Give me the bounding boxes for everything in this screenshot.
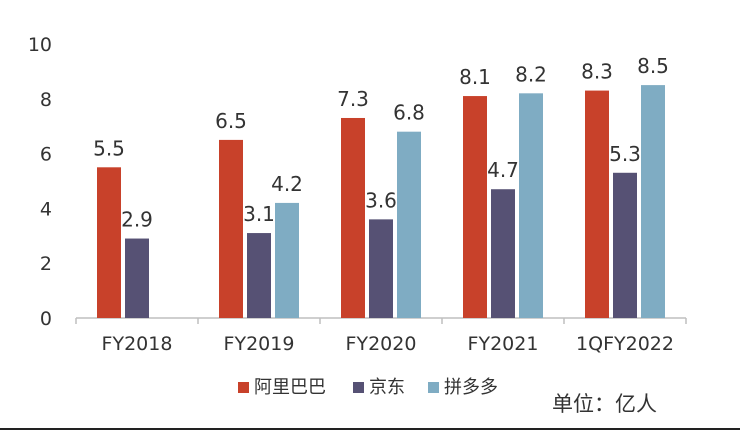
data-labels-group: 5.5 6.5 7.3 8.1 8.3 2.9 3.1 3.6 4.7 5.3 4.2 6.8 8.2 8… [93, 54, 669, 231]
data-label: 5.3 [609, 142, 641, 166]
bar [397, 131, 421, 318]
bars-group [97, 85, 665, 318]
bar [491, 189, 515, 318]
bar [463, 96, 487, 318]
bar [369, 219, 393, 318]
category-label: FY2020 [346, 333, 417, 355]
bar [519, 93, 543, 318]
x-axis-ticks [75, 318, 687, 324]
legend-swatch [428, 382, 439, 393]
bar [219, 139, 243, 318]
y-tick-label: 2 [40, 253, 52, 275]
category-label: FY2021 [468, 333, 539, 355]
data-label: 8.3 [581, 60, 613, 84]
bar [585, 90, 609, 318]
bar [125, 238, 149, 318]
bar [641, 85, 665, 318]
unit-note: 单位：亿人 [552, 392, 657, 416]
data-label: 3.1 [243, 202, 275, 226]
data-label: 5.5 [93, 136, 125, 160]
data-label: 8.2 [515, 62, 547, 86]
data-label: 4.7 [487, 158, 519, 182]
bar [247, 233, 271, 318]
category-label: 1QFY2022 [576, 333, 674, 355]
data-label: 3.6 [365, 188, 397, 212]
category-labels-group: FY2018 FY2019 FY2020 FY2021 1QFY2022 [102, 333, 674, 355]
data-label: 6.5 [215, 109, 247, 133]
data-label: 7.3 [337, 87, 369, 111]
data-label: 8.5 [637, 54, 669, 78]
bar [341, 117, 365, 318]
legend-swatch [353, 382, 364, 393]
data-label: 6.8 [393, 101, 425, 125]
legend-label: 京东 [369, 377, 405, 398]
y-tick-label: 0 [40, 308, 52, 330]
category-label: FY2018 [102, 333, 173, 355]
y-axis-tick-labels: 0 2 4 6 8 10 [28, 34, 52, 330]
y-tick-label: 10 [28, 34, 52, 56]
data-label: 2.9 [121, 208, 153, 232]
y-tick-label: 4 [40, 198, 52, 220]
legend-label: 拼多多 [444, 377, 498, 398]
bar [275, 202, 299, 318]
legend-swatch [238, 382, 249, 393]
y-tick-label: 8 [40, 89, 52, 111]
bar [613, 172, 637, 318]
legend: 阿里巴巴 京东 拼多多 [238, 377, 498, 398]
data-label: 4.2 [271, 172, 303, 196]
data-label: 8.1 [459, 65, 491, 89]
category-label: FY2019 [224, 333, 295, 355]
bar [97, 167, 121, 318]
legend-label: 阿里巴巴 [254, 377, 326, 398]
y-tick-label: 6 [40, 144, 52, 166]
